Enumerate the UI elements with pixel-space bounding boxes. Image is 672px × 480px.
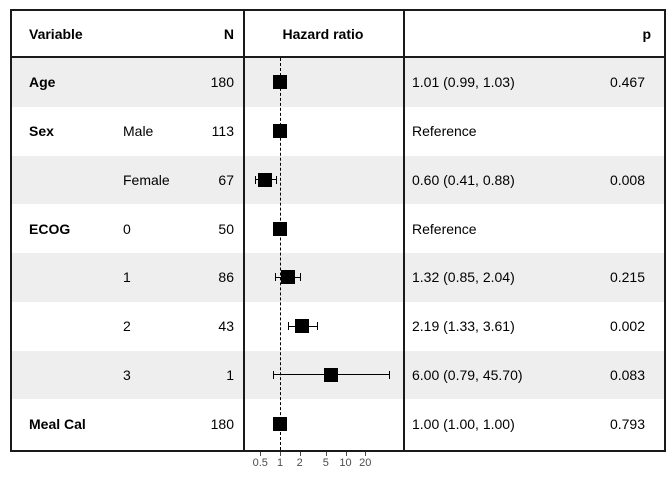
header-variable: Variable [29,25,83,42]
table-row: 3 1 6.00 (0.79, 45.70) 0.083 [12,350,664,400]
ci-whisker-cap [254,175,256,184]
estimate-cell: 0.60 (0.41, 0.88) [412,171,515,188]
ci-whisker-cap [300,273,302,282]
axis-tick-label: 1 [276,457,284,469]
hr-point-marker [258,172,273,187]
estimate-cell: 1.00 (1.00, 1.00) [412,415,515,432]
forest-table: Variable N Hazard ratio p Age 180 1.01 (0.… [10,9,666,452]
p-value-cell: 0.002 [609,318,645,335]
axis-tick [345,452,347,456]
level-cell: 3 [123,366,131,383]
ci-whisker-cap [275,273,277,282]
axis-tick-label: 20 [359,457,372,469]
p-value-cell: 0.083 [609,366,645,383]
ci-whisker-cap [276,175,278,184]
estimate-cell: 2.19 (1.33, 3.61) [412,318,515,335]
reference-line [280,58,281,450]
p-value-cell: 0.008 [609,171,645,188]
ci-whisker-cap [273,370,275,379]
p-value-cell: 0.467 [609,74,645,91]
n-cell: 86 [218,269,234,286]
table-row: ECOG 0 50 Reference [12,204,664,253]
column-divider-right [403,11,405,450]
table-header-row: Variable N Hazard ratio p [12,11,664,58]
header-hazard-ratio: Hazard ratio [282,25,364,42]
n-cell: 113 [211,123,234,140]
estimate-cell: 1.32 (0.85, 2.04) [412,269,515,286]
axis-tick-label: 2 [296,457,303,469]
variable-cell: Meal Cal [29,415,86,432]
variable-cell: Sex [29,123,54,140]
n-cell: 180 [210,74,234,91]
hr-point-marker [295,319,310,334]
variable-cell: ECOG [29,220,71,237]
axis-tick [260,452,262,456]
level-cell: 0 [123,220,131,237]
n-cell: 1 [226,366,234,383]
axis-tick-label: 5 [322,457,329,469]
ci-whisker-cap [316,322,318,331]
hr-point-marker [280,270,295,285]
axis-tick [365,452,367,456]
level-cell: Female [123,171,170,188]
ci-whisker-cap [388,370,390,379]
ci-whisker-cap [288,322,290,331]
table-row: Sex Male 113 Reference [12,107,664,156]
p-value-cell: 0.793 [609,415,645,432]
header-p: p [642,25,651,42]
n-cell: 43 [218,318,234,335]
level-cell: 1 [123,269,131,286]
table-row: Meal Cal 180 1.00 (1.00, 1.00) 0.793 [12,399,664,448]
table-row: Female 67 0.60 (0.41, 0.88) 0.008 [12,155,664,205]
axis-tick-label: 10 [339,457,352,469]
axis-tick [325,452,327,456]
n-cell: 50 [218,220,234,237]
hr-point-marker [323,367,338,382]
table-row: 2 43 2.19 (1.33, 3.61) 0.002 [12,302,664,351]
level-cell: 2 [123,318,131,335]
estimate-cell: Reference [412,123,477,140]
n-cell: 67 [218,171,234,188]
table-row: 1 86 1.32 (0.85, 2.04) 0.215 [12,253,664,302]
table-body: Age 180 1.01 (0.99, 1.03) 0.467 Sex Male 113 Re… [12,58,664,448]
header-n: N [223,25,234,42]
axis-tick [299,452,301,456]
estimate-cell: 6.00 (0.79, 45.70) [412,366,523,383]
table-row: Age 180 1.01 (0.99, 1.03) 0.467 [12,58,664,107]
estimate-cell: Reference [412,220,477,237]
axis-tick [280,452,281,456]
axis-tick-label: 0.5 [252,457,268,469]
column-divider-left [243,11,245,450]
level-cell: Male [123,123,154,140]
variable-cell: Age [29,74,56,91]
p-value-cell: 0.215 [609,269,645,286]
n-cell: 180 [210,415,234,432]
estimate-cell: 1.01 (0.99, 1.03) [412,74,515,91]
